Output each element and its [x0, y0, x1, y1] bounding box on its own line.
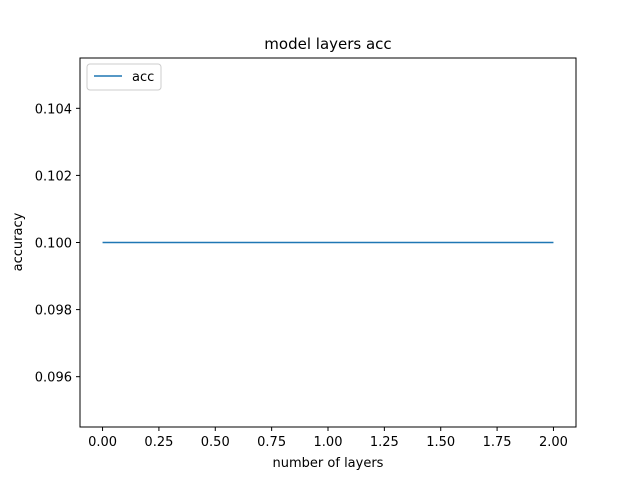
y-tick-label: 0.104: [35, 102, 72, 117]
y-axis: 0.096 0.098 0.100 0.102 0.104: [35, 102, 80, 386]
y-tick-label: 0.102: [35, 169, 72, 184]
x-tick-label: 1.50: [426, 435, 455, 450]
x-tick-label: 0.25: [144, 435, 173, 450]
x-axis-label: number of layers: [273, 456, 384, 471]
chart-title: model layers acc: [264, 35, 391, 53]
x-tick-label: 1.25: [370, 435, 399, 450]
x-tick-label: 2.00: [539, 435, 568, 450]
x-axis: 0.00 0.25 0.50 0.75 1.00 1.25 1.50 1.75 2.00: [88, 427, 568, 450]
y-tick-label: 0.100: [35, 237, 72, 252]
legend: acc: [86, 63, 162, 91]
x-tick-label: 0.75: [257, 435, 286, 450]
x-tick-label: 1.00: [314, 435, 343, 450]
y-axis-label: accuracy: [11, 212, 26, 271]
x-tick-label: 0.50: [201, 435, 230, 450]
legend-box: [86, 63, 162, 91]
x-tick-label: 1.75: [483, 435, 512, 450]
y-tick-label: 0.096: [35, 371, 72, 386]
y-tick-label: 0.098: [35, 304, 72, 319]
x-tick-label: 0.00: [88, 435, 117, 450]
legend-label-acc: acc: [132, 70, 154, 85]
